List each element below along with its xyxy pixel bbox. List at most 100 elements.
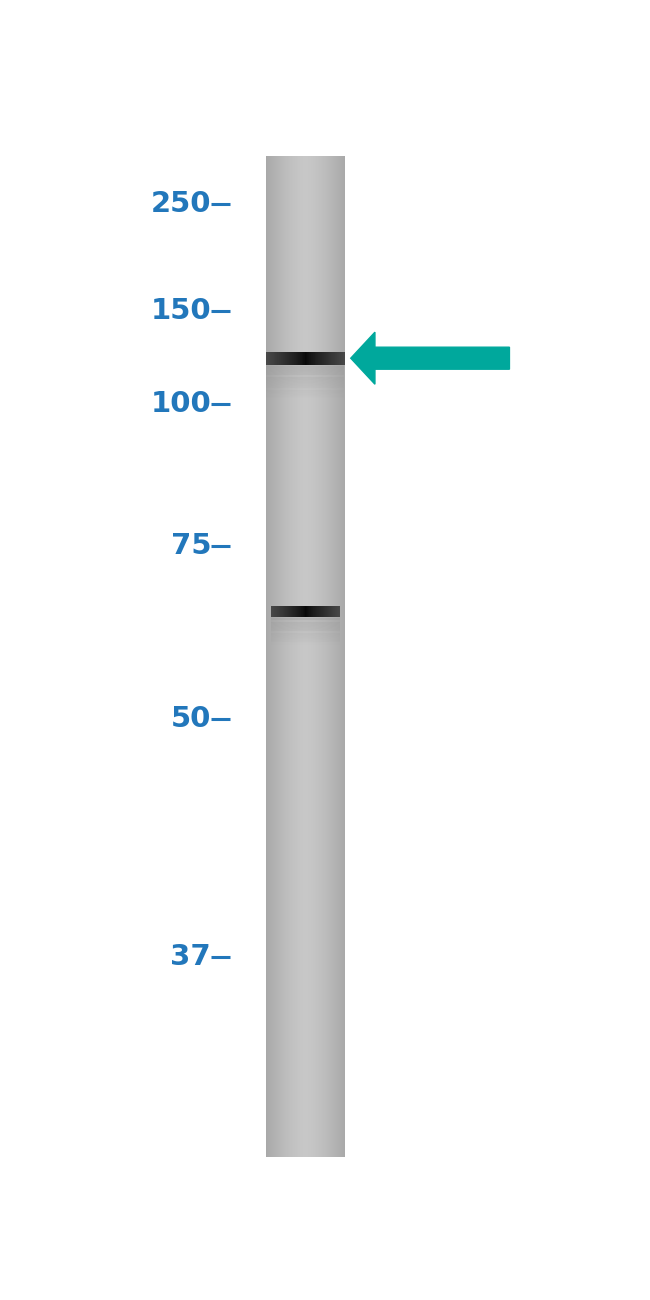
- Bar: [294, 606, 296, 618]
- Bar: [304, 156, 305, 1157]
- Bar: [319, 156, 320, 1157]
- Bar: [271, 627, 340, 629]
- Bar: [276, 606, 277, 618]
- Text: 250: 250: [151, 190, 211, 218]
- Bar: [289, 352, 291, 365]
- Bar: [266, 378, 344, 380]
- Bar: [318, 156, 319, 1157]
- Bar: [268, 156, 269, 1157]
- Bar: [299, 352, 300, 365]
- Bar: [266, 378, 344, 381]
- Bar: [271, 640, 340, 641]
- Bar: [310, 606, 311, 618]
- Bar: [276, 352, 277, 365]
- Bar: [318, 156, 319, 1157]
- Bar: [278, 606, 280, 618]
- Bar: [333, 156, 334, 1157]
- Bar: [272, 156, 274, 1157]
- Bar: [322, 156, 323, 1157]
- Bar: [271, 621, 340, 623]
- Bar: [275, 156, 276, 1157]
- Bar: [277, 156, 278, 1157]
- Bar: [344, 352, 345, 365]
- Bar: [320, 352, 321, 365]
- Bar: [273, 352, 274, 365]
- Bar: [271, 628, 340, 629]
- Bar: [334, 156, 335, 1157]
- Bar: [281, 352, 282, 365]
- Text: 100: 100: [150, 390, 211, 419]
- Bar: [327, 352, 328, 365]
- Bar: [291, 156, 292, 1157]
- Bar: [333, 352, 334, 365]
- Bar: [292, 156, 293, 1157]
- Bar: [272, 156, 273, 1157]
- Bar: [302, 352, 303, 365]
- Bar: [323, 156, 324, 1157]
- FancyArrow shape: [351, 333, 510, 385]
- Bar: [301, 156, 302, 1157]
- Bar: [314, 156, 315, 1157]
- Bar: [280, 156, 281, 1157]
- Bar: [341, 156, 342, 1157]
- Bar: [268, 156, 270, 1157]
- Bar: [315, 156, 316, 1157]
- Bar: [268, 156, 269, 1157]
- Bar: [271, 633, 340, 636]
- Bar: [330, 606, 331, 618]
- Bar: [297, 156, 298, 1157]
- Bar: [292, 156, 293, 1157]
- Bar: [302, 156, 303, 1157]
- Bar: [318, 156, 319, 1157]
- Bar: [319, 606, 320, 618]
- Bar: [303, 156, 304, 1157]
- Bar: [321, 606, 322, 618]
- Bar: [285, 352, 286, 365]
- Bar: [266, 385, 344, 386]
- Bar: [298, 156, 299, 1157]
- Bar: [292, 156, 293, 1157]
- Bar: [271, 606, 272, 618]
- Bar: [266, 367, 344, 369]
- Bar: [297, 352, 298, 365]
- Bar: [276, 156, 277, 1157]
- Bar: [333, 156, 334, 1157]
- Bar: [324, 352, 326, 365]
- Bar: [337, 156, 338, 1157]
- Bar: [271, 352, 272, 365]
- Bar: [283, 352, 285, 365]
- Bar: [327, 156, 328, 1157]
- Bar: [324, 352, 325, 365]
- Bar: [317, 156, 318, 1157]
- Bar: [289, 606, 290, 618]
- Bar: [323, 606, 324, 618]
- Bar: [301, 352, 302, 365]
- Bar: [270, 352, 271, 365]
- Bar: [311, 606, 312, 618]
- Bar: [277, 352, 278, 365]
- Bar: [296, 156, 297, 1157]
- Bar: [303, 352, 304, 365]
- Bar: [291, 352, 292, 365]
- Bar: [303, 606, 304, 618]
- Bar: [309, 352, 310, 365]
- Bar: [319, 352, 320, 365]
- Bar: [267, 156, 268, 1157]
- Bar: [281, 352, 283, 365]
- Bar: [290, 156, 291, 1157]
- Bar: [338, 156, 339, 1157]
- Bar: [271, 618, 340, 620]
- Bar: [287, 156, 288, 1157]
- Bar: [308, 156, 309, 1157]
- Bar: [266, 365, 344, 368]
- Bar: [282, 352, 283, 365]
- Bar: [302, 606, 304, 618]
- Bar: [311, 352, 313, 365]
- Bar: [334, 156, 335, 1157]
- Bar: [301, 606, 302, 618]
- Bar: [299, 156, 300, 1157]
- Bar: [333, 606, 334, 618]
- Bar: [331, 156, 332, 1157]
- Bar: [328, 352, 329, 365]
- Bar: [311, 156, 312, 1157]
